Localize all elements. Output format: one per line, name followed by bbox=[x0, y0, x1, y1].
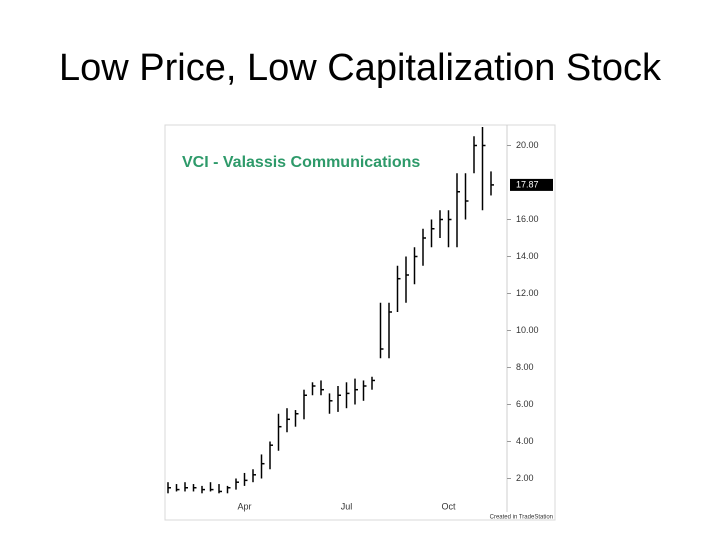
last-price-label: 17.87 bbox=[516, 179, 539, 189]
chart-title: VCI - Valassis Communications bbox=[182, 154, 420, 171]
x-tick-label: Apr bbox=[237, 501, 251, 511]
x-tick-label: Jul bbox=[341, 501, 353, 511]
credit: Created in TradeStation bbox=[490, 515, 553, 521]
chart-frame bbox=[164, 124, 556, 521]
slide-title: Low Price, Low Capitalization Stock bbox=[59, 47, 662, 89]
y-tick-label: 16.00 bbox=[516, 214, 539, 224]
y-tick-label: 14.00 bbox=[516, 251, 539, 261]
y-tick-label: 6.00 bbox=[516, 399, 534, 409]
y-tick-label: 2.00 bbox=[516, 473, 534, 483]
x-tick-label: Oct bbox=[441, 501, 456, 511]
y-tick-label: 10.00 bbox=[516, 325, 539, 335]
y-tick-label: 8.00 bbox=[516, 362, 534, 372]
y-tick-label: 4.00 bbox=[516, 436, 534, 446]
y-tick-label: 20.00 bbox=[516, 140, 539, 150]
y-tick-label: 12.00 bbox=[516, 288, 539, 298]
last-price-box bbox=[510, 178, 553, 191]
